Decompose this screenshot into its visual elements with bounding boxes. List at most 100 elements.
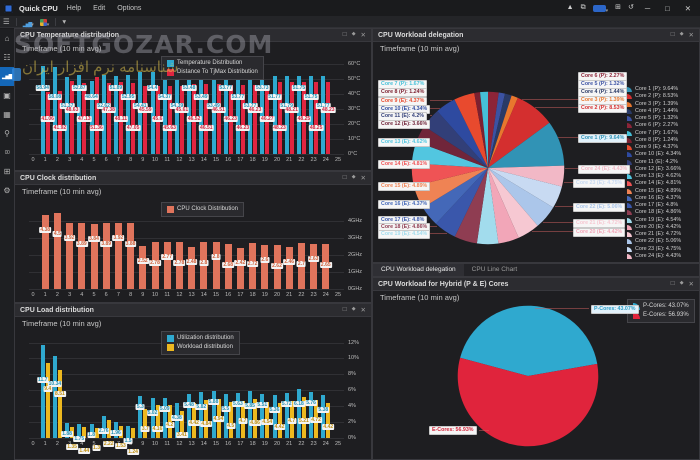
x-axis-tick: 4 [80,292,84,298]
pin-icon[interactable]: ◆ [351,306,356,312]
close-icon[interactable]: ✕ [688,281,694,288]
alert-triangle-icon[interactable]: ▲ [566,4,574,11]
sidebar-item-settings[interactable]: ⚙ [0,181,14,200]
popout-icon[interactable]: ⧉ [580,4,586,11]
x-axis-tick: 11 [164,157,171,163]
bar-value-label: 4.42 [273,423,286,430]
undo-icon[interactable]: ↺ [627,4,634,11]
legend-label: CPU Clock Distribution [177,206,239,212]
bar [204,399,209,438]
minimize-icon[interactable]: ─ [644,3,651,13]
panel-header[interactable]: CPU Workload delegation □ ◆ ✕ [373,29,699,42]
close-icon[interactable]: ✕ [688,32,694,39]
x-axis-tick: 7 [116,292,120,298]
y-axis-tick: 10% [348,355,360,362]
pin-icon[interactable]: ◆ [351,31,356,37]
tab-cpu-workload-delegation[interactable]: CPU Workload delegation [373,264,464,276]
sidebar-item-home[interactable]: ⌂ [0,29,14,48]
sidebar-item-frame[interactable]: ⊞ [0,162,14,181]
bar-value-label: 48.23 [272,125,287,131]
pie-callout-core-15: Core 15 (E): 4.89% [378,182,431,191]
legend-label: Core 4 (P): 1.44% [635,107,679,114]
callout-leader [430,233,447,234]
maximize-icon[interactable]: □ [665,3,670,13]
close-icon[interactable]: ✕ [360,307,366,314]
float-icon[interactable]: □ [342,174,347,181]
menu-help[interactable]: Help [66,4,82,12]
sidebar-item-windows[interactable]: ▣ [0,86,14,105]
bar-value-label: 45.59 [138,107,153,113]
callout-leader [479,430,489,431]
menu-options[interactable]: Options [117,4,142,12]
panel-header-icons: □ ◆ ✕ [343,174,366,182]
legend-item-core-18: Core 18 (E): 4.86% [627,209,681,216]
bar-value-label: 2.62 [271,262,283,269]
pin-icon[interactable]: ◆ [679,280,684,286]
legend-label: Core 9 (E): 4.37% [635,144,679,150]
legend-swatch [627,159,632,165]
snippet-icon[interactable]: ⊞ [615,4,621,11]
x-axis-tick: 4 [80,157,84,163]
tab-cpu-line-chart[interactable]: CPU Line Chart [471,266,518,273]
bar-value-label: 47.05 [125,125,141,131]
legend-swatch [167,335,174,342]
sidebar-item-binary[interactable]: 00 [0,143,14,162]
float-icon[interactable]: □ [342,306,347,313]
panel-header[interactable]: CPU Clock distribution □ ◆ ✕ [15,172,371,185]
bar-value-label: 4.84 [200,420,213,427]
legend-swatch [633,312,640,319]
panel-title: CPU Load distribution [20,306,94,314]
bar-value-label: 53.73 [255,85,270,91]
panel-header-icons: □ ◆ ✕ [671,280,694,288]
close-icon[interactable]: ✕ [360,175,366,182]
close-icon[interactable]: ✕ [360,32,366,39]
chart-legend: Temperature Distribution Distance To TjMa… [161,56,264,80]
bar [284,392,289,438]
pie-slice-core-23-e- [488,168,562,208]
x-axis-tick: 12 [176,157,183,163]
chart-type-dropdown[interactable]: ▂▅▇▾ [22,21,34,28]
bar [187,73,192,154]
bar [139,246,147,289]
legend-swatch [627,188,632,194]
x-axis-tick: 23 [310,157,317,163]
bar-value-label: 2.7 [296,261,306,268]
sidebar-item-report[interactable]: ⚲ [0,124,14,143]
panel-header[interactable]: CPU Workload for Hybrid (P & E) Cores □ ◆… [373,278,699,291]
bar-value-label: 4.94 [212,415,225,422]
sidebar-item-system-tree[interactable]: ☷ [0,48,14,67]
legend-label: Core 10 (E): 4.34% [635,151,682,158]
bar [113,76,118,154]
sidebar-item-table[interactable]: ▦ [0,105,14,124]
panel-cpu-clock: CPU Clock distribution □ ◆ ✕ Timeframe (10… [14,171,372,303]
menu-edit[interactable]: Edit [93,4,106,12]
y-axis-tick: 12% [348,339,360,346]
bar [261,245,269,289]
bar-value-label: 5.63 [232,401,244,408]
color-scheme-dropdown[interactable]: ▾ [39,13,49,31]
bar-value-label: 5.21 [298,417,310,424]
pin-icon[interactable]: ◆ [679,31,684,37]
x-axis-tick: 13 [188,157,195,163]
legend-item-core-16: Core 16 (E): 4.37% [627,195,681,202]
bar-value-label: 54.39 [169,103,185,109]
bar [162,72,167,154]
x-axis-tick: 17 [237,292,244,298]
menu-icon[interactable]: ☰ [3,17,10,26]
bar [321,395,326,438]
more-dropdown[interactable]: ▾ [62,17,67,26]
close-icon[interactable]: ✕ [684,3,691,13]
float-icon[interactable]: □ [670,31,675,38]
bar [41,214,49,289]
float-icon[interactable]: □ [342,31,347,38]
toolbar-separator [55,17,57,26]
bar [285,247,293,289]
float-icon[interactable]: □ [670,280,675,287]
pin-icon[interactable]: ◆ [351,174,356,180]
sidebar-item-charts[interactable]: ▂▅▇ [0,67,14,86]
panel-header[interactable]: CPU Load distribution □ ◆ ✕ [15,304,371,317]
panel-header[interactable]: CPU Temperature distribution □ ◆ ✕ [15,29,371,42]
bar [131,83,136,154]
theme-selector-icon[interactable]: ▾ [592,0,608,17]
gridline [29,139,344,140]
